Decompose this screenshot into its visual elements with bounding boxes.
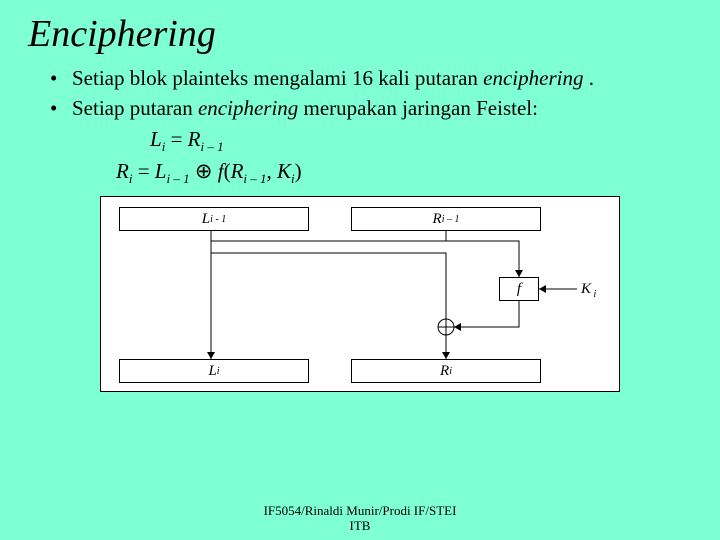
bullet-item: • Setiap putaran enciphering merupakan j…: [50, 94, 680, 122]
equations: Li = Ri – 1 Ri = Li – 1 ⊕ f(Ri – 1, Ki): [50, 125, 680, 188]
footer-line: ITB: [0, 519, 720, 534]
footer-line: IF5054/Rinaldi Munir/Prodi IF/STEI: [0, 504, 720, 519]
bullet-dot: •: [50, 64, 72, 92]
equation-line: Li = Ri – 1: [150, 125, 680, 156]
bullet-item: • Setiap blok plainteks mengalami 16 kal…: [50, 64, 680, 92]
bullet-list: • Setiap blok plainteks mengalami 16 kal…: [0, 60, 720, 188]
bullet-text: Setiap putaran enciphering merupakan jar…: [72, 94, 538, 122]
page-title: Enciphering: [0, 0, 720, 60]
equation-line: Ri = Li – 1 ⊕ f(Ri – 1, Ki): [116, 157, 680, 188]
feistel-diagram: L i - 1R i – 1L iR ifK i: [100, 196, 620, 392]
footer: IF5054/Rinaldi Munir/Prodi IF/STEI ITB: [0, 504, 720, 534]
bullet-text: Setiap blok plainteks mengalami 16 kali …: [72, 64, 594, 92]
bullet-dot: •: [50, 94, 72, 122]
diagram-edges: [101, 197, 621, 393]
